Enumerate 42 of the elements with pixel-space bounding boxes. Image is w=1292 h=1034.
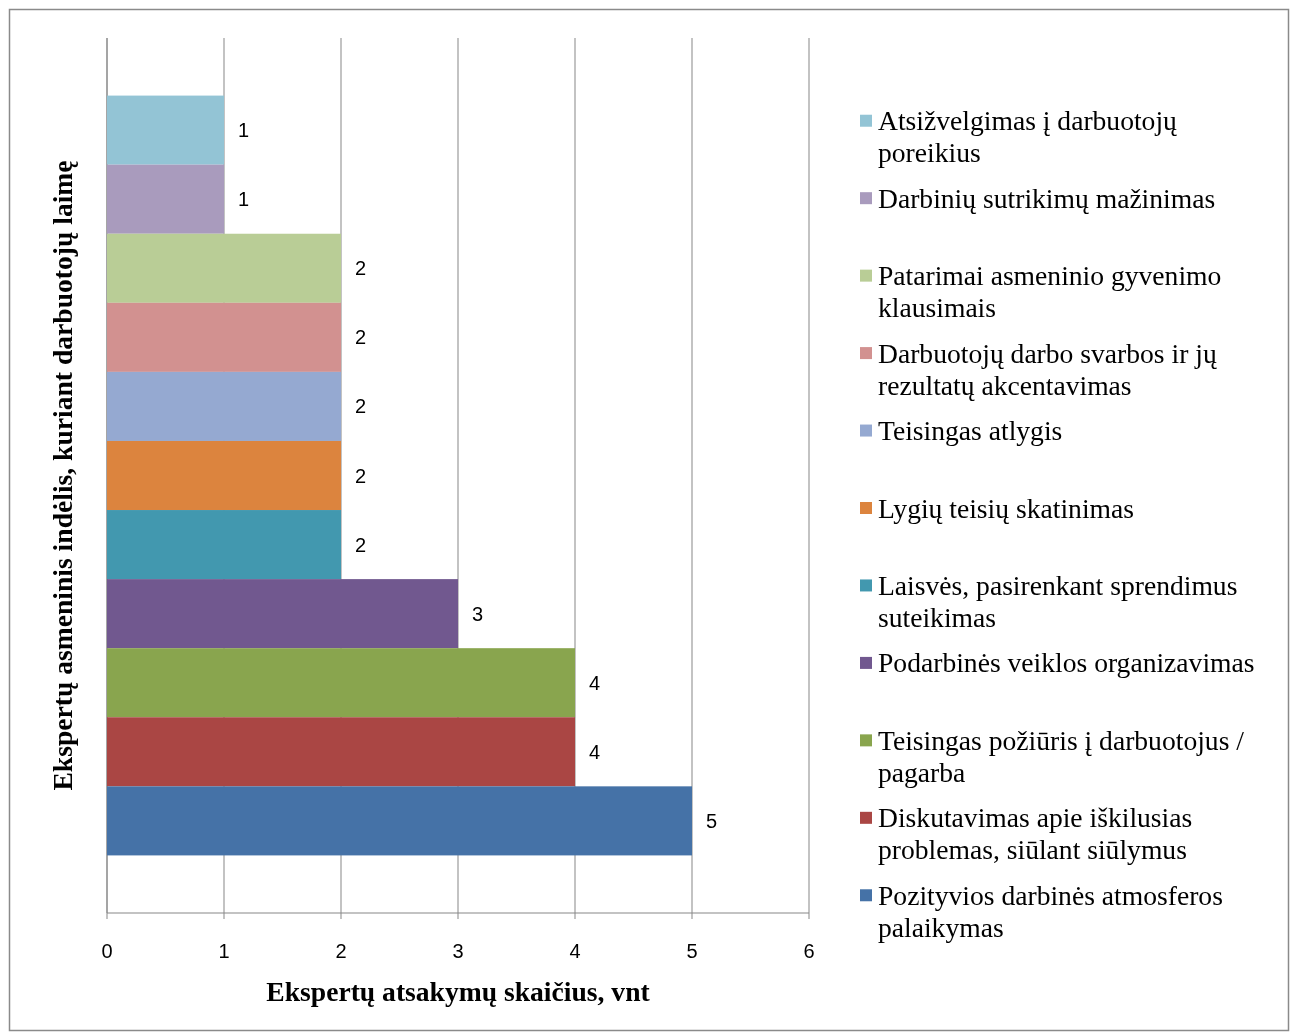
- bar: [107, 717, 575, 787]
- legend-label: Teisingas požiūris į darbuotojus / pagarba: [878, 724, 1245, 788]
- legend-label: Atsižvelgimas į darbuotojų poreikius: [878, 105, 1178, 169]
- x-axis-title: Ekspertų atsakymų skaičius, vnt: [266, 975, 651, 1007]
- legend-label: Darbuotojų darbo svarbos ir jų rezultatų akcentavimas: [878, 337, 1217, 401]
- data-label: 2: [355, 326, 367, 349]
- bar: [107, 579, 458, 649]
- bar: [107, 648, 575, 718]
- x-tick-label: 6: [803, 940, 815, 962]
- data-label: 1: [238, 119, 250, 142]
- legend-label: Pozityvios darbinės atmosferos palaikymas: [878, 879, 1223, 943]
- x-tick-label: 5: [686, 940, 698, 962]
- data-label: 4: [589, 740, 601, 763]
- data-label: 2: [355, 395, 367, 418]
- legend-label: Laisvės, pasirenkant sprendimus suteikimas: [878, 569, 1238, 633]
- data-label: 1: [238, 188, 250, 211]
- y-axis-title: Ekspertų asmeninis indėlis, kuriant darbuotojų laimę: [46, 160, 78, 791]
- data-label: 4: [589, 671, 601, 694]
- legend-label: Podarbinės veiklos organizavimas: [878, 647, 1255, 679]
- x-tick-label: 0: [101, 940, 113, 962]
- legend-label: Darbinių sutrikimų mažinimas: [878, 182, 1216, 214]
- legend-label: Patarimai asmeninio gyvenimo klausimais: [878, 260, 1222, 324]
- data-label: 3: [472, 602, 484, 625]
- bar: [107, 440, 341, 511]
- bar: [107, 302, 341, 372]
- bar: [107, 233, 341, 303]
- x-tick-label: 1: [218, 940, 230, 962]
- legend-label: Teisingas atlygis: [878, 415, 1063, 447]
- data-label: 2: [355, 257, 367, 280]
- x-tick-label: 4: [569, 940, 581, 962]
- legend-label: Lygių teisių skatinimas: [878, 492, 1134, 524]
- bar: [107, 510, 341, 580]
- legend-label: Diskutavimas apie iškilusias problemas, siūlant siūlymus: [878, 802, 1193, 866]
- bar: [107, 95, 224, 165]
- x-tick-label: 2: [335, 940, 347, 962]
- bar: [107, 164, 224, 234]
- data-label: 5: [706, 809, 718, 832]
- bar: [107, 371, 341, 441]
- data-label: 2: [355, 533, 367, 556]
- bar: [107, 786, 692, 856]
- x-tick-label: 3: [452, 940, 464, 962]
- data-label: 2: [355, 464, 367, 487]
